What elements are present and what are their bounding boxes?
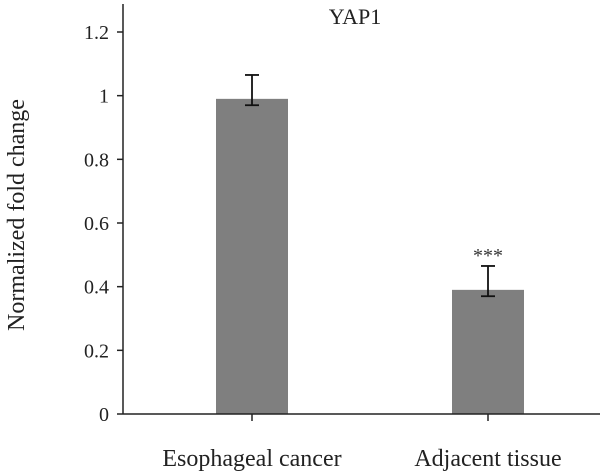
y-tick-label-4: 0.8 xyxy=(84,149,109,171)
y-tick-label-3: 0.6 xyxy=(84,213,109,235)
bar-0 xyxy=(216,98,288,414)
x-tick-label-1: Adjacent tissue xyxy=(414,446,561,472)
bars-layer xyxy=(216,98,524,414)
x-tick-label-0: Esophageal cancer xyxy=(162,446,341,472)
chart-title: YAP1 xyxy=(329,4,382,29)
bar-1 xyxy=(452,289,524,414)
y-tick-label-0: 0 xyxy=(99,404,109,426)
error-bars-layer xyxy=(245,74,495,298)
y-tick-label-2: 0.4 xyxy=(84,277,109,299)
labels-layer: 0 0.2 0.4 0.6 0.8 1 1.2 Esophageal cancer Adjace… xyxy=(84,22,562,472)
y-tick-label-6: 1.2 xyxy=(84,22,109,44)
y-axis-label: Normalized fold change xyxy=(4,99,30,331)
y-tick-label-5: 1 xyxy=(99,86,109,108)
y-tick-label-1: 0.2 xyxy=(84,340,109,362)
axes-layer xyxy=(117,4,600,421)
significance-label-1: *** xyxy=(473,245,503,267)
